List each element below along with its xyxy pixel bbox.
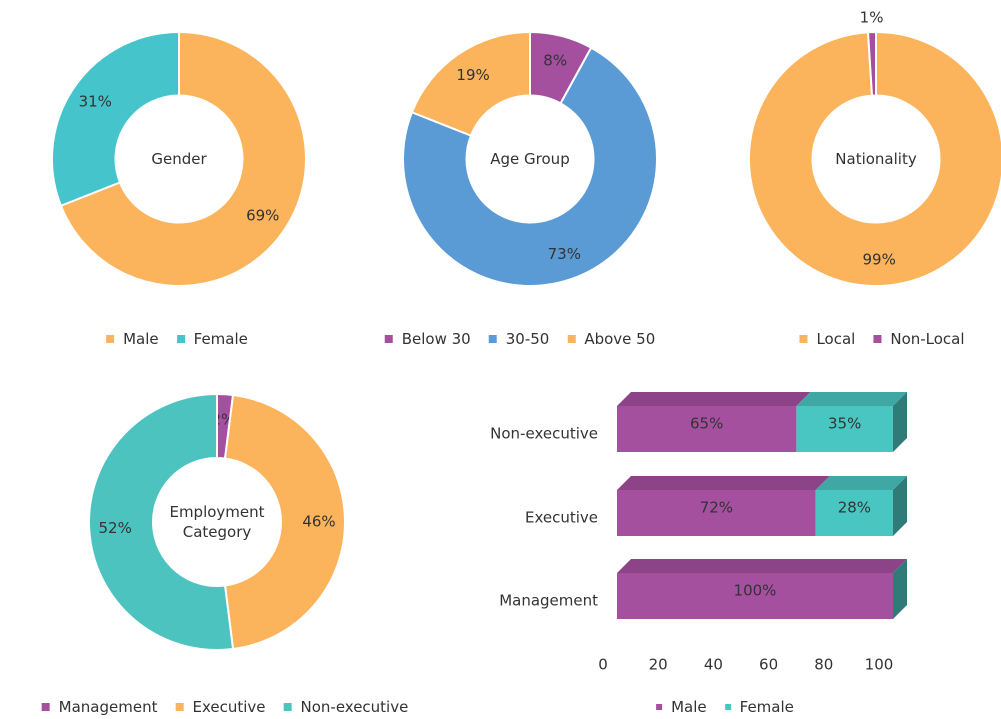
legend-label: Local [816,330,856,348]
bar [617,490,816,536]
legend-item: Management [41,698,158,716]
slice-label: 8% [543,51,567,69]
legend: Local Non-Local [799,330,965,348]
legend-swatch [873,335,882,343]
legend-label: Above 50 [584,330,656,348]
legend-label: Female [193,330,248,348]
legend-swatch [106,335,115,343]
legend: Male Female [106,330,248,348]
bar [796,406,893,452]
bar [617,406,797,452]
legend-swatch [384,335,393,343]
legend-item: Female [724,698,794,716]
legend-label: Male [123,330,159,348]
legend-item: Female [176,330,248,348]
slice-label: 99% [863,251,896,269]
legend-item: Above 50 [567,330,655,348]
legend-label: Non-Local [890,330,965,348]
legend-label: Management [58,698,158,716]
legend-label: 30-50 [505,330,550,348]
bar-top [796,392,907,406]
legend-swatch [799,335,808,343]
donut-slice [748,30,1001,287]
bar [617,573,893,619]
bar-label: 72% [700,499,733,517]
bar-side [893,476,907,536]
donut-slice [866,30,877,97]
y-tick-label: Executive [525,509,598,527]
center-label: Gender [151,150,207,168]
x-tick-label: 100 [865,656,894,674]
legend-swatch [176,335,185,343]
center-label: Employment Category [169,503,265,541]
legend-item: Male [656,698,707,716]
legend-swatch [41,703,50,711]
x-tick-label: 40 [704,656,723,674]
legend-label: Executive [192,698,266,716]
bar-side [893,392,907,452]
legend-label: Below 30 [401,330,471,348]
bar-label: 28% [838,499,871,517]
donut-slice [88,392,235,651]
bar-top [617,476,830,490]
bar-top [815,476,907,490]
y-tick-label: Management [499,592,598,610]
legend-item: 30-50 [488,330,550,348]
legend-swatch [567,335,576,343]
legend-label: Male [671,698,707,716]
donut-slice [410,30,531,137]
donut-slice [59,30,307,287]
slice-label: 73% [548,245,581,263]
center-label: Age Group [490,150,570,168]
y-tick-label: Non-executive [490,425,598,443]
legend-item: Local [799,330,855,348]
legend-label: Female [739,698,794,716]
x-tick-label: 80 [814,656,833,674]
legend-swatch [488,335,497,343]
bar-top [617,392,811,406]
bar-label: 65% [690,415,723,433]
legend-swatch [724,704,731,710]
legend-swatch [283,703,292,711]
legend-swatch [175,703,184,711]
slice-label: 1% [860,9,884,27]
bar-label: 100% [734,582,777,600]
legend-item: Below 30 [384,330,471,348]
bar-label: 35% [828,415,861,433]
legend-item: Male [106,330,159,348]
legend-item: Non-executive [283,698,409,716]
donut-slice [402,46,658,287]
slice-label: 46% [302,513,335,531]
slice-label: 52% [99,519,132,537]
center-label: Nationality [835,150,917,168]
legend: Below 30 30-50 Above 50 [384,330,655,348]
legend: Management Executive Non-executive [41,698,409,716]
x-tick-label: 60 [759,656,778,674]
bar-side [893,559,907,619]
slice-label: 19% [456,66,489,84]
x-tick-label: 20 [649,656,668,674]
legend-item: Executive [175,698,266,716]
legend-item: Non-Local [873,330,965,348]
donut-slice [51,30,180,208]
slice-label: 69% [246,206,279,224]
legend-swatch [656,704,663,710]
legend: Male Female [656,698,794,716]
legend-label: Non-executive [300,698,409,716]
bar [815,490,893,536]
donut-slice [223,393,347,651]
bar-top [617,559,907,573]
slice-label: 31% [79,93,112,111]
x-tick-label: 0 [598,656,608,674]
